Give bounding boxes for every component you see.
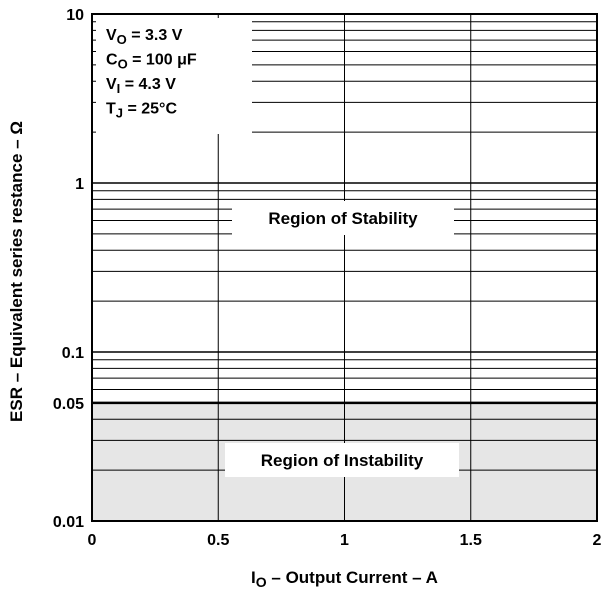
x-tick-label: 1 xyxy=(340,532,349,549)
x-tick-label: 2 xyxy=(593,532,602,549)
y-axis-title: ESR – Equivalent series restance – Ω xyxy=(7,121,26,422)
x-tick-label: 0 xyxy=(88,532,97,549)
condition-text: TJ = 25°C xyxy=(106,101,177,121)
plot-frame xyxy=(91,13,598,522)
y-tick-label: 0.01 xyxy=(53,514,84,531)
y-tick-label: 10 xyxy=(66,7,84,24)
instability-label: Region of Instability xyxy=(261,451,424,470)
y-tick-label: 0.05 xyxy=(53,396,84,413)
stability-label: Region of Stability xyxy=(268,209,418,228)
conditions-box xyxy=(96,18,252,134)
x-tick-label: 1.5 xyxy=(460,532,482,549)
instability-label-bg xyxy=(225,443,459,477)
x-tick-label: 0.5 xyxy=(207,532,229,549)
condition-text: VI = 4.3 V xyxy=(106,76,176,96)
condition-text: CO = 100 μF xyxy=(106,52,197,72)
y-tick-label: 0.1 xyxy=(62,345,84,362)
y-tick-label: 1 xyxy=(75,176,84,193)
x-axis-title: IO – Output Current – A xyxy=(251,568,438,590)
condition-text: VO = 3.3 V xyxy=(106,27,183,47)
stability-label-bg xyxy=(232,201,454,235)
